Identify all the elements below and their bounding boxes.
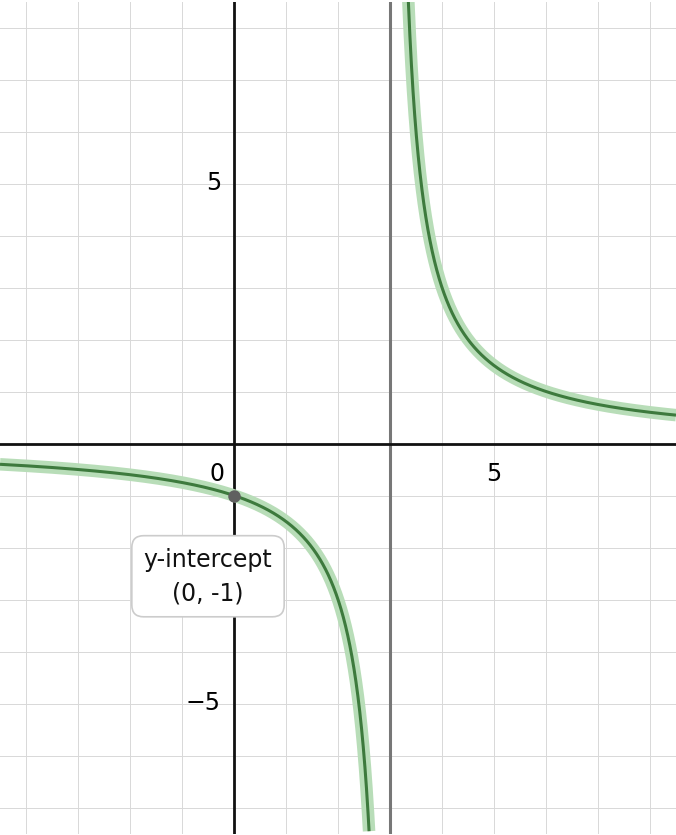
Text: −5: −5 xyxy=(186,691,221,716)
Text: 5: 5 xyxy=(486,462,502,486)
Text: y-intercept
(0, -1): y-intercept (0, -1) xyxy=(143,548,272,605)
Text: 0: 0 xyxy=(210,462,224,486)
Text: 5: 5 xyxy=(206,171,221,195)
